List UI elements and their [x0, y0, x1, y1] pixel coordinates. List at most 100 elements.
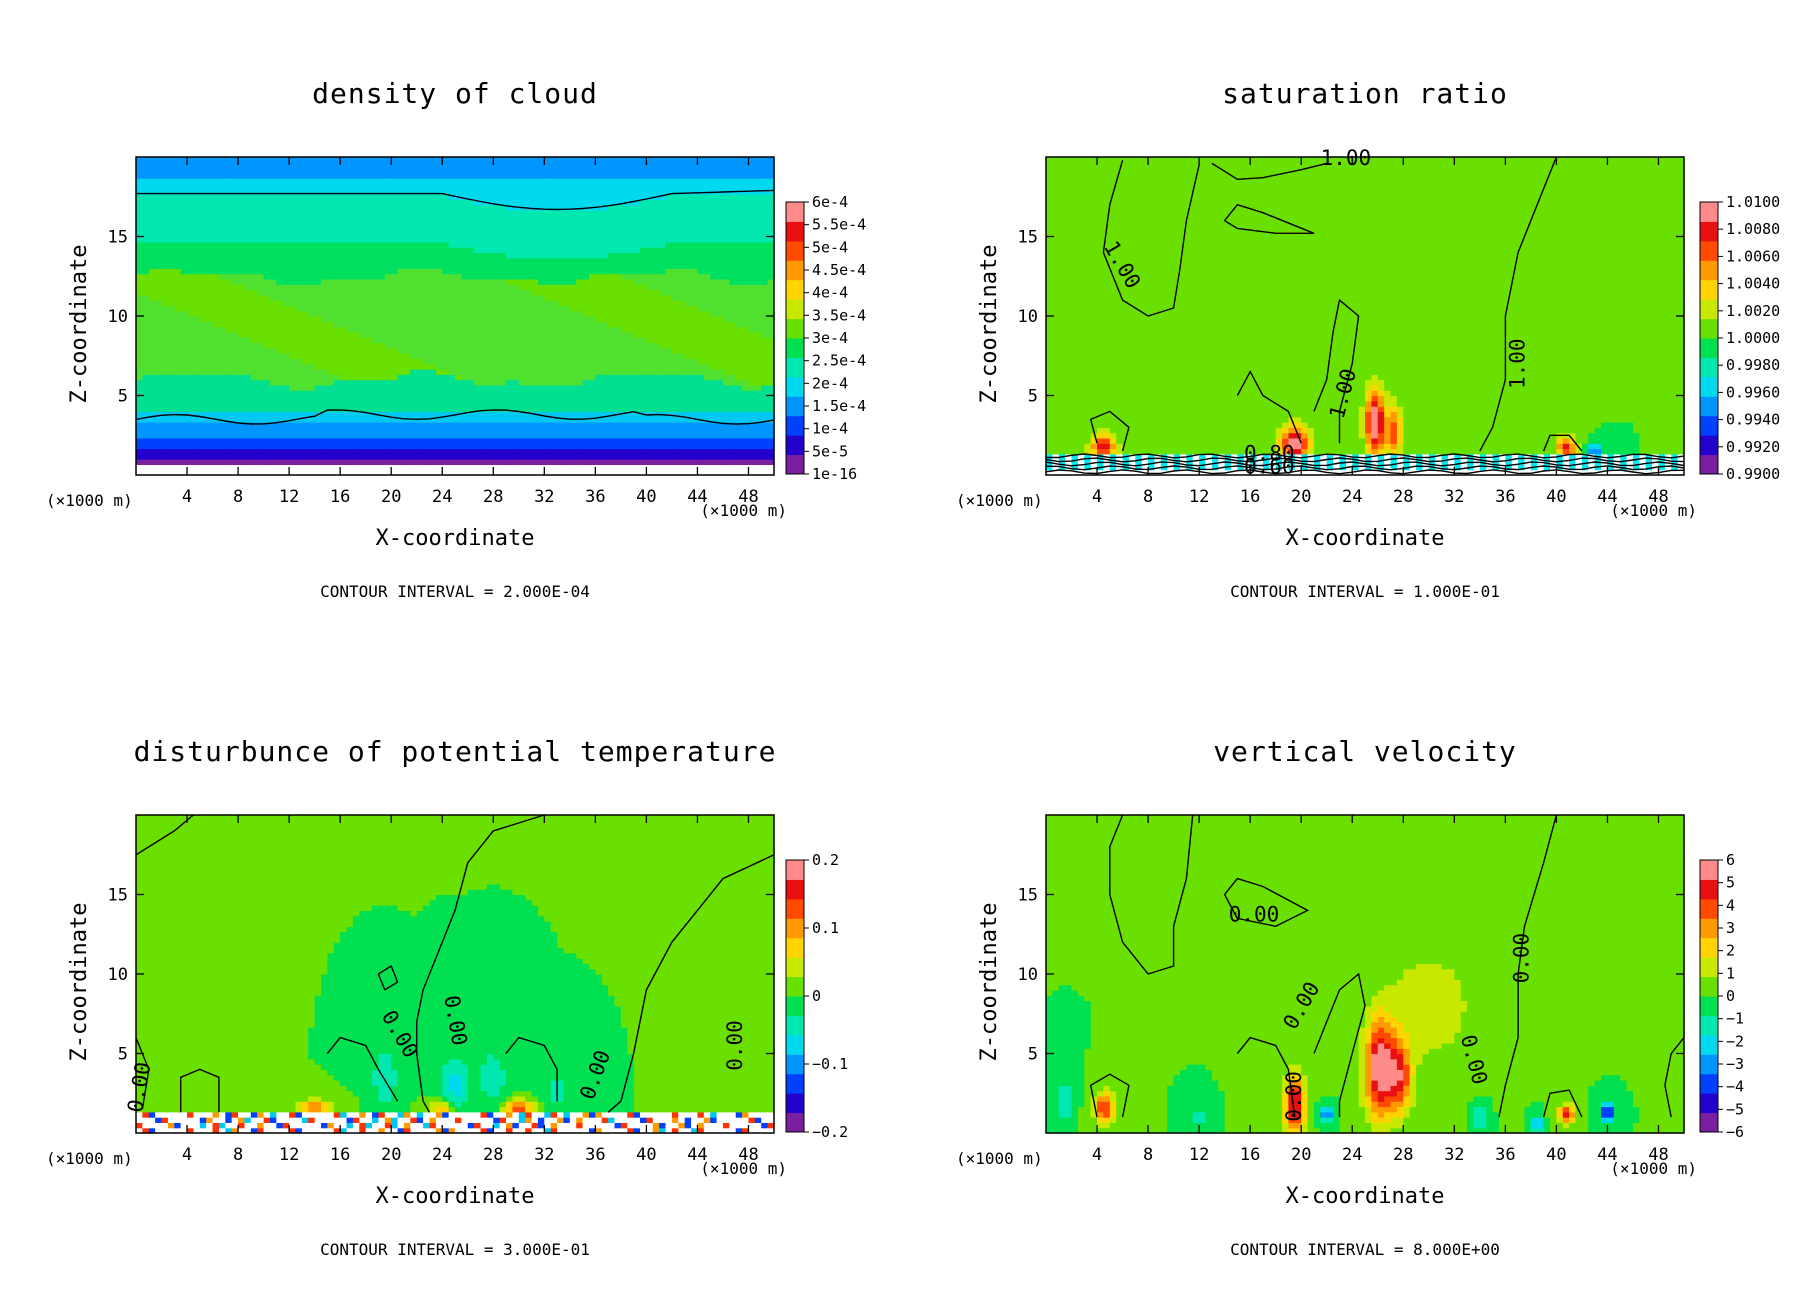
heatmap-cell — [652, 374, 660, 381]
heatmap-cell — [499, 427, 507, 434]
heatmap-cell — [652, 263, 660, 269]
heatmap-cell — [314, 241, 322, 248]
heatmap-cell — [365, 464, 373, 471]
heatmap-cell — [384, 427, 392, 434]
heatmap-cell — [620, 432, 628, 439]
heatmap-cell — [206, 453, 214, 460]
heatmap-cell — [231, 300, 239, 306]
heatmap-cell — [403, 448, 411, 455]
heatmap-cell — [346, 188, 354, 195]
heatmap-cell — [442, 337, 450, 344]
heatmap-cell — [620, 178, 628, 185]
heatmap-cell — [225, 263, 233, 269]
heatmap-cell — [646, 278, 654, 285]
heatmap-cell — [429, 300, 437, 306]
heatmap-cell — [136, 337, 143, 344]
heatmap-cell — [314, 422, 322, 428]
heatmap-cell — [333, 268, 341, 275]
heatmap-cell — [506, 194, 514, 200]
heatmap-cell — [225, 395, 233, 402]
heatmap-cell — [525, 294, 533, 301]
heatmap-cell — [608, 273, 616, 280]
heatmap-cell — [372, 310, 380, 317]
heatmap-cell — [206, 379, 214, 386]
heatmap-cell — [250, 225, 258, 232]
heatmap-cell — [652, 241, 660, 248]
heatmap-cell — [365, 231, 373, 238]
heatmap-cell — [563, 459, 571, 465]
heatmap-cell — [372, 178, 380, 185]
heatmap-cell — [199, 427, 207, 434]
heatmap-cell — [180, 210, 188, 216]
heatmap-cell — [327, 257, 335, 264]
heatmap-cell — [601, 241, 609, 248]
heatmap-cell — [416, 225, 424, 232]
heatmap-cell — [218, 416, 226, 423]
heatmap-cell — [193, 231, 201, 238]
heatmap-cell — [646, 326, 654, 333]
heatmap-cell — [544, 310, 552, 317]
heatmap-cell — [659, 183, 667, 190]
heatmap-cell — [346, 406, 354, 412]
heatmap-cell — [167, 263, 175, 269]
heatmap-cell — [640, 273, 647, 280]
heatmap-cell — [333, 188, 341, 195]
heatmap-cell — [640, 400, 647, 407]
heatmap-cell — [384, 289, 392, 296]
heatmap-cell — [391, 300, 399, 306]
heatmap-cell — [372, 194, 380, 200]
heatmap-cell — [646, 310, 654, 317]
heatmap-cell — [550, 469, 558, 476]
heatmap-cell — [410, 162, 418, 169]
heatmap-cell — [378, 316, 386, 322]
heatmap-cell — [391, 194, 399, 200]
heatmap-cell — [314, 268, 322, 275]
heatmap-cell — [563, 300, 571, 306]
heatmap-cell — [352, 241, 360, 248]
heatmap-cell — [499, 252, 507, 259]
heatmap-cell — [442, 167, 450, 174]
heatmap-cell — [161, 305, 169, 312]
heatmap-cell — [588, 167, 596, 174]
heatmap-cell — [340, 172, 348, 179]
heatmap-cell — [314, 157, 322, 163]
heatmap-cell — [550, 300, 558, 306]
heatmap-cell — [435, 300, 443, 306]
heatmap-cell — [601, 326, 609, 333]
heatmap-cell — [352, 464, 360, 471]
heatmap-cell — [582, 231, 590, 238]
heatmap-cell — [442, 321, 450, 328]
heatmap-cell — [384, 268, 392, 275]
heatmap-cell — [563, 411, 571, 418]
heatmap-cell — [403, 247, 411, 253]
heatmap-cell — [557, 241, 565, 248]
heatmap-cell — [525, 305, 533, 312]
heatmap-cell — [544, 215, 552, 222]
heatmap-cell — [614, 469, 622, 476]
heatmap-cell — [518, 305, 526, 312]
heatmap-cell — [397, 379, 405, 386]
heatmap-cell — [525, 406, 533, 412]
heatmap-cell — [244, 172, 252, 179]
heatmap-cell — [403, 284, 411, 291]
heatmap-cell — [340, 384, 348, 391]
heatmap-cell — [499, 353, 507, 359]
heatmap-cell — [531, 369, 539, 375]
heatmap-cell — [652, 379, 660, 386]
heatmap-cell — [193, 183, 201, 190]
heatmap-cell — [410, 406, 418, 412]
heatmap-cell — [410, 353, 418, 359]
heatmap-cell — [231, 432, 239, 439]
heatmap-cell — [359, 395, 367, 402]
heatmap-cell — [493, 300, 501, 306]
heatmap-cell — [352, 204, 360, 211]
heatmap-cell — [442, 331, 450, 338]
heatmap-cell — [136, 157, 143, 163]
heatmap-cell — [372, 416, 380, 423]
heatmap-cell — [321, 464, 328, 471]
heatmap-cell — [269, 379, 277, 386]
heatmap-cell — [321, 263, 328, 269]
heatmap-cell — [569, 406, 577, 412]
heatmap-cell — [391, 231, 399, 238]
heatmap-cell — [155, 469, 163, 476]
